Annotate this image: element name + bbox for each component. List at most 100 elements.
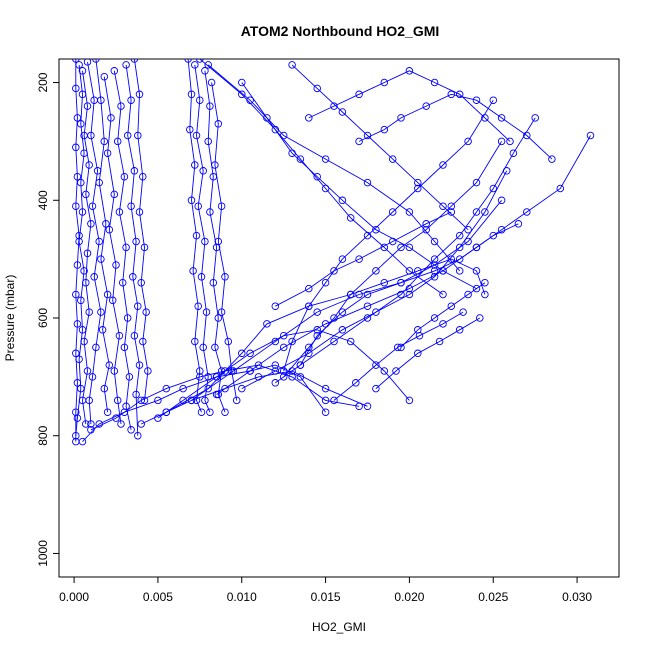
series-line: [113, 70, 132, 430]
data-point: [405, 208, 414, 216]
data-point: [355, 255, 363, 263]
data-point: [87, 420, 95, 428]
data-point: [414, 349, 422, 358]
data-point: [472, 178, 481, 187]
data-point: [72, 59, 80, 63]
data-point: [313, 172, 321, 181]
x-axis-label: HO2_GMI: [312, 620, 366, 634]
y-axis: 200 400 600 800 1000: [36, 72, 59, 567]
series-12: [207, 78, 241, 405]
data-point: [90, 273, 98, 281]
series-line: [191, 223, 519, 401]
data-point: [134, 131, 142, 140]
series-25: [204, 61, 464, 275]
data-point: [313, 84, 321, 93]
data-point: [139, 172, 147, 181]
data-point: [380, 78, 389, 87]
series-6: [110, 67, 135, 434]
data-point: [204, 137, 212, 146]
chart-title: ATOM2 Northbound HO2_GMI: [241, 23, 440, 39]
data-point: [206, 408, 214, 416]
data-point: [137, 420, 145, 428]
series-7: [122, 61, 144, 440]
data-point: [73, 261, 82, 269]
data-point: [232, 396, 241, 405]
data-point: [430, 237, 439, 246]
data-point: [92, 343, 100, 352]
series-line: [275, 211, 452, 307]
data-point: [414, 184, 422, 193]
data-point: [288, 373, 296, 381]
data-point: [189, 267, 197, 275]
data-point: [75, 237, 83, 246]
data-point: [137, 396, 145, 405]
data-point: [103, 149, 112, 157]
data-point: [142, 308, 150, 316]
data-point: [221, 367, 229, 375]
data-point: [103, 290, 112, 299]
data-point: [204, 61, 212, 69]
series-line: [241, 170, 508, 389]
data-point: [139, 337, 147, 346]
data-point: [476, 314, 484, 322]
data-point: [135, 208, 144, 216]
series-1: [72, 61, 88, 440]
data-point: [77, 120, 85, 128]
data-point: [447, 255, 456, 263]
data-point: [229, 367, 238, 375]
data-point: [207, 78, 216, 87]
data-point: [439, 290, 447, 299]
data-point: [194, 302, 202, 310]
data-point: [439, 161, 447, 169]
series-33: [372, 314, 484, 393]
data-point: [118, 278, 127, 287]
series-line: [216, 135, 591, 395]
data-point: [135, 361, 144, 369]
data-point: [380, 278, 389, 287]
data-point: [72, 431, 80, 440]
data-point: [489, 96, 498, 104]
series-28: [305, 67, 514, 146]
data-point: [296, 361, 305, 369]
data-point: [212, 390, 221, 399]
series-line: [358, 93, 553, 160]
data-point: [472, 284, 481, 293]
data-point: [506, 137, 514, 146]
data-point: [246, 349, 254, 358]
data-point: [83, 59, 92, 66]
data-point: [388, 237, 397, 246]
data-point: [130, 167, 139, 175]
data-point: [464, 237, 472, 246]
data-point: [271, 125, 280, 134]
data-point: [120, 172, 129, 181]
data-point: [211, 161, 219, 169]
data-point: [422, 225, 430, 234]
data-point: [321, 184, 330, 193]
data-point: [113, 137, 122, 146]
data-point: [489, 184, 498, 193]
data-point: [197, 273, 206, 281]
data-point: [271, 379, 280, 387]
series-14: [87, 361, 363, 434]
data-point: [110, 190, 119, 199]
data-point: [87, 131, 95, 140]
x-tick-label: 0.020: [394, 590, 424, 604]
data-point: [115, 331, 124, 340]
data-point: [191, 161, 199, 169]
series-9: [184, 59, 206, 416]
data-point: [330, 102, 338, 110]
series-line: [194, 64, 211, 413]
data-point: [372, 225, 380, 234]
data-point: [271, 361, 280, 369]
data-point: [187, 196, 196, 205]
data-point: [196, 373, 204, 381]
data-point: [405, 243, 414, 252]
data-point: [102, 220, 110, 228]
series-24: [296, 196, 506, 369]
x-axis: 0.000 0.005 0.010 0.015 0.020 0.025 0.030: [59, 577, 592, 604]
data-point: [548, 155, 556, 163]
x-tick-label: 0.005: [143, 590, 173, 604]
data-point: [83, 102, 92, 110]
data-point: [430, 255, 439, 263]
series-line: [90, 364, 360, 431]
